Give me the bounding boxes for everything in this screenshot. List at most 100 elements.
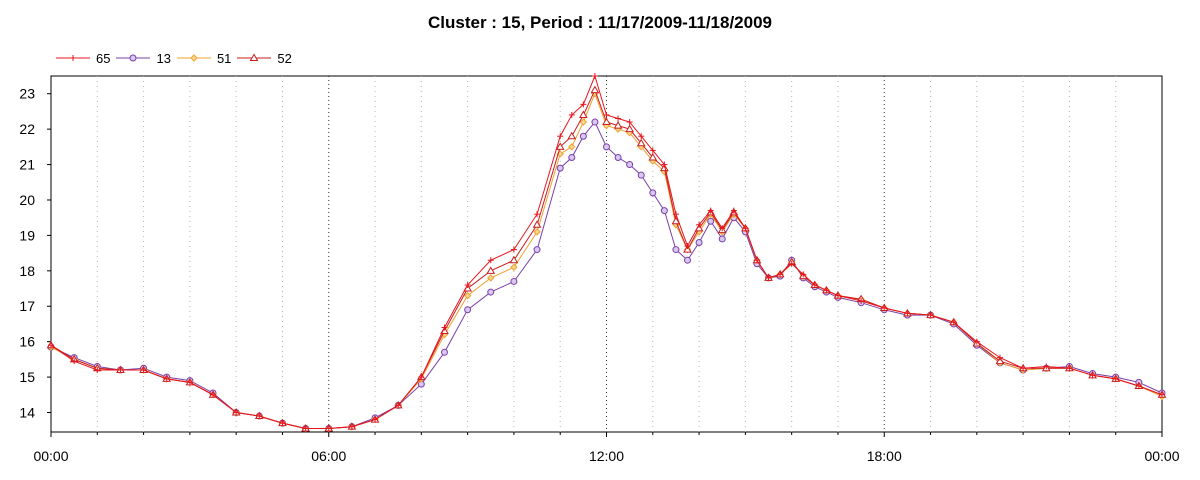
legend-label: 51 — [216, 50, 232, 66]
data-point — [302, 425, 309, 432]
chart-title: Cluster : 15, Period : 11/17/2009-11/18/… — [428, 13, 772, 32]
legend-swatch — [237, 53, 272, 61]
data-point — [534, 211, 541, 218]
data-point — [603, 143, 610, 151]
data-point — [568, 153, 576, 161]
data-point — [648, 152, 658, 161]
legend-swatch — [176, 54, 211, 62]
data-point — [578, 110, 588, 118]
data-point — [707, 217, 715, 225]
data-point — [163, 375, 170, 382]
x-tick-label: 00:00 — [33, 448, 68, 464]
data-point — [418, 374, 425, 381]
data-point — [684, 256, 692, 264]
data-point — [672, 246, 680, 254]
data-point — [568, 111, 575, 118]
data-point — [557, 133, 564, 140]
y-tick-label: 18 — [19, 263, 35, 279]
data-point — [556, 164, 564, 172]
data-point — [672, 211, 679, 218]
data-point — [1112, 375, 1119, 382]
legend-item-52: 52 — [237, 51, 292, 66]
data-point — [372, 416, 379, 423]
data-point — [995, 356, 1005, 365]
y-tick-label: 16 — [19, 334, 35, 350]
legend-marker — [190, 54, 198, 62]
data-point — [638, 133, 645, 140]
plot-frame — [50, 75, 1163, 433]
data-point — [603, 111, 610, 118]
data-point — [94, 367, 101, 374]
data-point — [625, 124, 635, 133]
series-65 — [48, 73, 1165, 432]
data-point — [487, 274, 495, 282]
y-tick-label: 23 — [19, 86, 35, 102]
data-point — [1089, 372, 1096, 379]
data-point — [440, 348, 448, 356]
data-point — [487, 257, 494, 264]
y-tick-label: 14 — [19, 405, 35, 421]
data-point — [823, 287, 830, 294]
data-point — [777, 271, 784, 278]
data-point — [140, 367, 147, 374]
legend: 65 13 51 52 — [56, 49, 298, 67]
data-point — [649, 189, 657, 197]
legend-item-65: 65 — [56, 51, 110, 66]
data-point — [718, 235, 726, 243]
legend-item-51: 51 — [176, 50, 232, 66]
data-point — [671, 216, 681, 225]
data-point — [464, 306, 472, 314]
data-point — [881, 305, 888, 312]
data-point — [615, 115, 622, 122]
data-point — [580, 101, 587, 108]
data-point — [590, 85, 600, 94]
data-point — [637, 171, 645, 179]
data-point — [395, 402, 402, 409]
x-tick-label: 18:00 — [867, 448, 902, 464]
data-point — [950, 319, 957, 326]
data-point — [683, 245, 692, 253]
data-point — [487, 288, 495, 296]
data-point — [591, 118, 599, 126]
data-point — [613, 121, 623, 129]
x-tick-label: 00:00 — [1144, 448, 1179, 464]
data-point — [753, 257, 760, 264]
data-point — [71, 358, 78, 365]
data-point — [555, 142, 565, 150]
data-point — [533, 246, 541, 254]
data-point — [602, 117, 611, 126]
data-point — [233, 409, 240, 416]
data-point — [660, 207, 668, 215]
data-point — [348, 423, 355, 430]
data-point — [48, 342, 54, 349]
data-point — [614, 153, 622, 161]
data-point — [788, 260, 795, 267]
data-point — [441, 324, 448, 331]
data-point — [325, 425, 332, 432]
data-point — [568, 143, 576, 151]
data-point — [649, 147, 656, 154]
data-point — [463, 291, 472, 300]
legend-marker — [250, 53, 259, 61]
x-tick-label: 06:00 — [311, 448, 346, 464]
data-point — [742, 225, 749, 232]
data-point — [1159, 391, 1165, 398]
data-point — [579, 132, 587, 140]
data-point — [1066, 365, 1073, 372]
data-point — [626, 119, 633, 126]
data-point — [279, 420, 286, 427]
data-point — [661, 161, 668, 168]
data-point — [800, 271, 807, 278]
data-point — [996, 354, 1003, 361]
y-tick-label: 20 — [19, 192, 35, 208]
data-point — [117, 367, 124, 374]
data-point — [486, 266, 496, 274]
legend-item-13: 13 — [116, 51, 171, 66]
data-point — [210, 391, 217, 398]
data-point — [765, 274, 772, 281]
y-tick-label: 15 — [19, 369, 35, 385]
y-tick-label: 19 — [19, 227, 35, 243]
y-tick-label: 22 — [19, 121, 35, 137]
data-point — [834, 292, 841, 299]
